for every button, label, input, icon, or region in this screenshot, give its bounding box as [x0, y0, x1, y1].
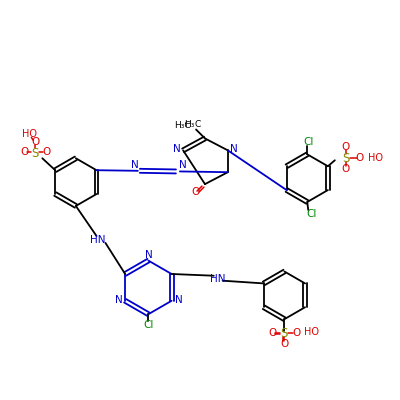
Text: O: O: [280, 339, 288, 349]
Text: O: O: [20, 147, 28, 157]
Text: Cl: Cl: [306, 209, 316, 219]
Text: N: N: [131, 160, 139, 170]
Text: O: O: [356, 153, 364, 163]
Text: N: N: [115, 295, 123, 305]
Text: HO: HO: [368, 153, 383, 163]
Text: S: S: [32, 147, 39, 160]
Text: O: O: [342, 142, 350, 152]
Text: Cl: Cl: [143, 320, 154, 330]
Text: H₃C: H₃C: [174, 121, 191, 130]
Text: S: S: [342, 152, 350, 165]
Text: O: O: [191, 187, 199, 197]
Text: N: N: [230, 144, 238, 154]
Text: N: N: [179, 160, 187, 170]
Text: S: S: [281, 326, 288, 340]
Text: H: H: [184, 120, 190, 129]
Text: HN: HN: [90, 235, 105, 245]
Text: O: O: [42, 147, 50, 157]
Text: C: C: [195, 120, 201, 129]
Text: HN: HN: [210, 274, 226, 284]
Text: O: O: [268, 328, 277, 338]
Text: O: O: [292, 328, 300, 338]
Text: N: N: [173, 144, 181, 154]
Text: HO: HO: [22, 130, 37, 140]
Text: O: O: [342, 164, 350, 174]
Text: ₃: ₃: [190, 120, 194, 129]
Text: N: N: [175, 295, 182, 305]
Text: O: O: [31, 138, 40, 148]
Text: N: N: [146, 250, 153, 260]
Text: HO: HO: [304, 327, 319, 337]
Text: Cl: Cl: [303, 138, 314, 148]
